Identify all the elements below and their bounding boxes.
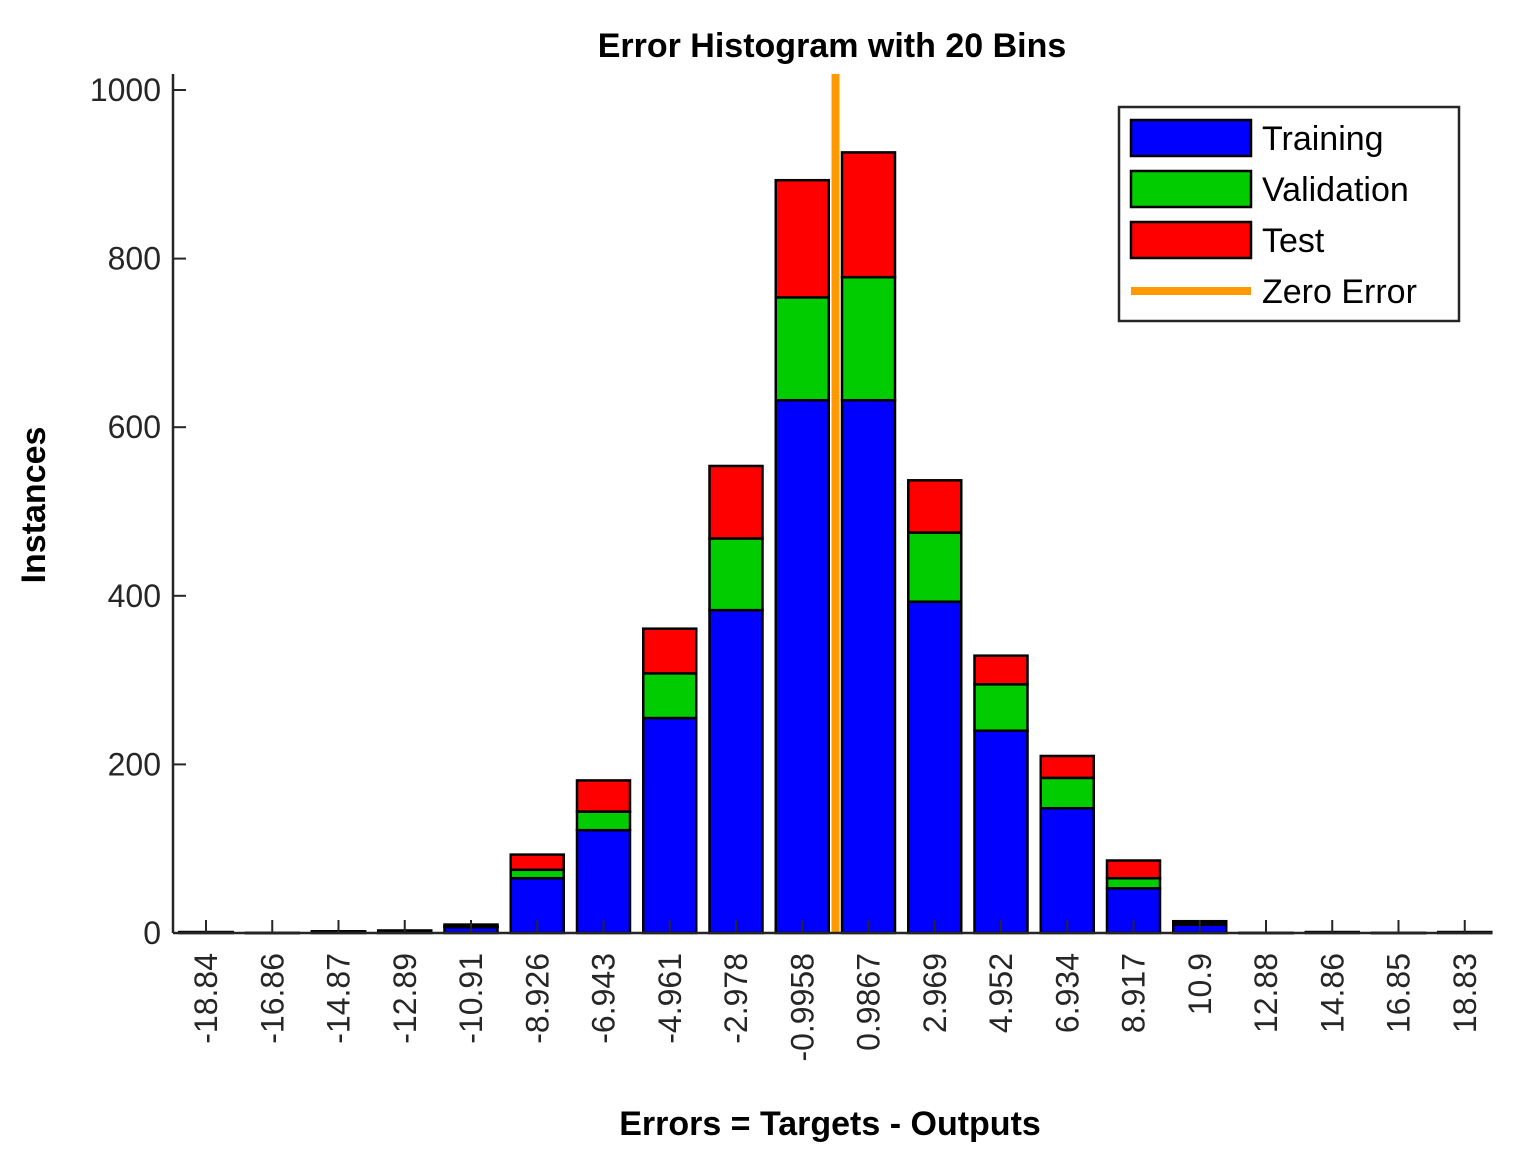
bar-validation-10 — [840, 275, 897, 402]
legend: Training Validation Test Zero Error — [1117, 105, 1461, 323]
x-tick-label-14: 8.917 — [1116, 953, 1152, 1033]
bar-validation-7 — [642, 672, 698, 720]
bar-validation-8 — [708, 537, 764, 612]
x-tick-label-19: 18.83 — [1447, 953, 1483, 1033]
x-tick-label-1: -16.86 — [254, 953, 290, 1044]
y-tick-label-3: 600 — [108, 409, 161, 445]
x-tick-label-7: -4.961 — [652, 953, 688, 1044]
x-tick-label-5: -8.926 — [519, 953, 555, 1044]
x-tick-label-15: 10.9 — [1182, 953, 1218, 1015]
legend-swatch-test — [1129, 220, 1253, 260]
y-tick-label-4: 800 — [108, 241, 161, 277]
x-tick-label-16: 12.88 — [1248, 953, 1284, 1033]
bar-training-11 — [907, 600, 963, 935]
x-tick-label-0: -18.84 — [188, 953, 224, 1044]
bar-training-13 — [1039, 806, 1095, 935]
legend-swatch-validation — [1129, 169, 1253, 209]
y-axis-label: Instances — [15, 427, 53, 584]
x-tick-label-3: -12.89 — [387, 953, 423, 1044]
bar-validation-13 — [1039, 776, 1095, 810]
x-tick-label-8: -2.978 — [718, 953, 754, 1044]
x-tick-label-17: 14.86 — [1314, 953, 1350, 1033]
legend-label-zero-error: Zero Error — [1262, 273, 1417, 311]
x-tick-label-12: 4.952 — [983, 953, 1019, 1033]
bar-training-7 — [642, 716, 698, 935]
bar-validation-12 — [973, 683, 1029, 732]
bar-training-9 — [774, 398, 830, 935]
bar-test-12 — [973, 654, 1029, 686]
bar-validation-9 — [774, 296, 830, 402]
bar-test-11 — [907, 479, 963, 534]
bar-validation-5 — [509, 868, 565, 880]
x-tick-label-2: -14.87 — [321, 953, 357, 1044]
bar-test-14 — [1105, 859, 1162, 880]
legend-label-validation: Validation — [1262, 171, 1409, 209]
bar-test-5 — [509, 853, 565, 872]
x-tick-label-9: -0.9958 — [784, 953, 820, 1062]
x-tick-label-10: 0.9867 — [851, 953, 887, 1051]
bar-validation-6 — [575, 810, 632, 832]
bar-test-6 — [575, 779, 632, 813]
bar-training-6 — [575, 828, 632, 935]
bar-training-12 — [973, 729, 1029, 935]
legend-label-training: Training — [1262, 120, 1384, 158]
bar-validation-11 — [907, 531, 963, 603]
x-tick-label-6: -6.943 — [586, 953, 622, 1044]
bar-test-10 — [840, 151, 897, 279]
y-tick-label-1: 200 — [108, 746, 161, 782]
axes-group: 0 200 400 600 800 1000 -18.84 -16.86 -14.87 -12.8… — [90, 72, 1492, 1062]
bars-group — [178, 151, 1493, 935]
chart-title: Error Histogram with 20 Bins — [598, 27, 1067, 65]
y-tick-label-0: 0 — [143, 915, 161, 951]
x-tick-label-13: 6.934 — [1049, 953, 1085, 1033]
bar-training-8 — [708, 608, 764, 935]
bar-training-10 — [840, 398, 897, 935]
bar-test-8 — [708, 464, 764, 540]
y-tick-label-2: 400 — [108, 578, 161, 614]
x-tick-label-4: -10.91 — [453, 953, 489, 1044]
x-tick-label-18: 16.85 — [1381, 953, 1417, 1033]
x-axis-label: Errors = Targets - Outputs — [619, 1105, 1041, 1143]
bar-test-9 — [774, 178, 830, 299]
bar-test-13 — [1039, 754, 1095, 780]
legend-label-test: Test — [1262, 222, 1325, 260]
bar-validation-14 — [1105, 876, 1162, 890]
legend-swatch-training — [1129, 118, 1253, 158]
bar-test-7 — [642, 627, 698, 675]
x-tick-label-11: 2.969 — [917, 953, 953, 1033]
y-tick-label-5: 1000 — [90, 72, 161, 108]
